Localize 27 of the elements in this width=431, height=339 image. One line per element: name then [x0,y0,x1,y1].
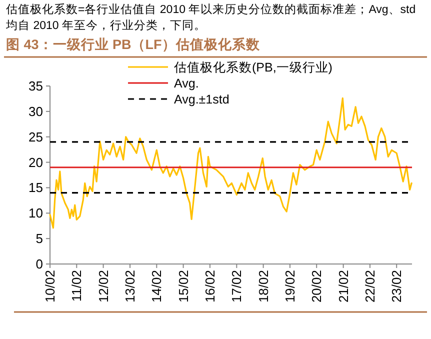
x-tick-label: 22/02 [362,270,378,303]
y-tick-label: 30 [28,104,43,119]
legend-label: Avg.±1std [174,92,230,106]
x-tick-label: 12/02 [96,270,111,303]
y-tick-label: 15 [28,180,43,196]
x-tick-label: 11/02 [69,270,84,302]
annotation: 估值极化系数=各行业估值自 2010 年以来历史分位数的截面标准差；Avg、std 均自 2010 年至今，行业分类，下同。 [6,2,417,34]
title: 图 43：一级行业 PB（LF）估值极化系数 [6,36,260,54]
y-tick-label: 20 [28,154,43,170]
y-tick-label: 10 [28,206,43,221]
x-tick-label: 21/02 [336,270,351,303]
y-tick-label: 25 [28,129,43,144]
x-tick-label: 16/02 [202,270,218,303]
x-tick-label: 18/02 [256,270,271,303]
x-tick-label: 14/02 [149,270,164,303]
legend-label: 估值极化系数(PB,一级行业) [173,60,332,74]
x-tick-label: 23/02 [389,270,404,303]
x-tick-label: 15/02 [176,270,191,303]
x-tick-label: 20/02 [309,270,324,303]
x-tick-label: 10/02 [42,270,58,303]
legend-label: Avg. [174,76,199,90]
y-tick-label: 0 [36,256,43,272]
x-tick-label: 19/02 [282,270,298,303]
y-tick-label: 5 [36,231,43,246]
y-tick-label: 35 [28,78,43,94]
x-tick-label: 13/02 [122,270,138,303]
x-tick-label: 17/02 [229,270,244,303]
